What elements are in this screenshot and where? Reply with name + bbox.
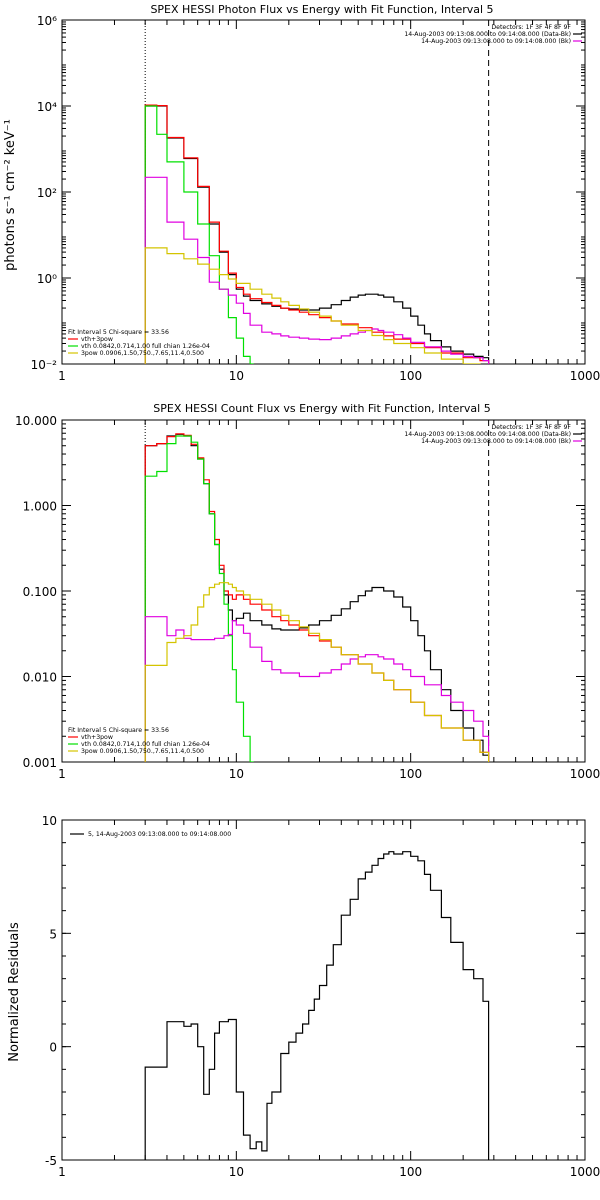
photon-ytick-label: 10⁻² xyxy=(31,358,58,372)
photon-ytick-label: 10⁴ xyxy=(37,100,57,114)
count-series-magenta xyxy=(144,616,490,762)
count-ytick-label: 0.100 xyxy=(23,585,57,599)
photon-xtick-label: 10 xyxy=(229,369,244,383)
count-series-red xyxy=(144,433,490,762)
photon-series-magenta xyxy=(144,176,490,364)
resid-ytick-label: -5 xyxy=(45,1154,57,1168)
photon-series-black xyxy=(144,105,490,364)
count-series-green xyxy=(144,435,254,762)
residuals-ylabel: Normalized Residuals xyxy=(7,922,22,1062)
photon-header-line: Detectors: 1F 3F 4F 8F 9F xyxy=(491,24,571,31)
count-plot-frame xyxy=(61,419,586,763)
count-ytick-label: 10.000 xyxy=(15,414,57,428)
count-flux-panel: SPEX HESSI Count Flux vs Energy with Fit… xyxy=(15,402,600,781)
count-xtick-label: 1000 xyxy=(570,767,600,781)
photon-legend-label: vth+3pow xyxy=(81,336,113,343)
count-legend-label: vth 0.0842,0.714,1.00 full chian 1.26e-0… xyxy=(81,741,210,748)
resid-ytick-label: 10 xyxy=(42,814,57,828)
count-xtick-label: 10 xyxy=(229,767,244,781)
photon-header-line: 14-Aug-2003 09:13:08.000 to 09:14:08.000… xyxy=(421,38,571,45)
photon-legend-label: vth 0.0842,0.714,1.00 full chian 1.26e-0… xyxy=(81,343,210,350)
resid-xtick-label: 1 xyxy=(58,1165,66,1179)
count-legend-title: Fit Interval 5 Chi-square = 33.56 xyxy=(68,727,169,734)
photon-xtick-label: 1000 xyxy=(570,369,600,383)
photon-ylabel: photons s⁻¹ cm⁻² keV⁻¹ xyxy=(3,119,18,271)
resid-xtick-label: 100 xyxy=(399,1165,422,1179)
count-ytick-label: 0.001 xyxy=(23,756,57,770)
photon-flux-panel: SPEX HESSI Photon Flux vs Energy with Fi… xyxy=(3,3,600,383)
resid-series-black xyxy=(144,851,490,1160)
count-xtick-label: 1 xyxy=(58,767,66,781)
resid-xtick-label: 1000 xyxy=(570,1165,600,1179)
count-header-line: Detectors: 1F 3F 4F 8F 9F xyxy=(491,424,571,431)
count-ytick-label: 0.010 xyxy=(23,671,57,685)
resid-plot-frame xyxy=(61,819,586,1161)
photon-series-yellow xyxy=(144,247,481,364)
photon-chart-title: SPEX HESSI Photon Flux vs Energy with Fi… xyxy=(150,3,493,16)
photon-legend-label: 3pow 0.0906,1.50,750.,7.65,11.4,0.500 xyxy=(81,350,204,357)
resid-ytick-label: 0 xyxy=(49,1041,57,1055)
residuals-panel: Normalized Residuals 1 10 100 1000 -5 0 5 10 5, … xyxy=(7,814,600,1179)
count-header-line: 14-Aug-2003 09:13:08.000 to 09:14:08.000… xyxy=(404,431,571,438)
photon-ytick-label: 10⁶ xyxy=(37,14,57,28)
photon-series-red xyxy=(144,104,490,364)
photon-plot-frame xyxy=(61,19,586,365)
count-ytick-label: 1.000 xyxy=(23,500,57,514)
count-series-yellow xyxy=(144,582,490,762)
resid-ytick-label: 5 xyxy=(49,927,57,941)
resid-legend-label: 5, 14-Aug-2003 09:13:08.000 to 09:14:08.… xyxy=(88,831,231,838)
count-legend-label: vth+3pow xyxy=(81,734,113,741)
photon-legend-title: Fit Interval 5 Chi-square = 33.56 xyxy=(68,329,169,336)
count-header-line: 14-Aug-2003 09:13:08.000 to 09:14:08.000… xyxy=(421,438,571,445)
count-series-black xyxy=(144,433,490,762)
photon-header-line: 14-Aug-2003 09:13:08.000 to 09:14:08.000… xyxy=(404,31,571,38)
count-xtick-label: 100 xyxy=(399,767,422,781)
photon-series-green xyxy=(144,105,254,364)
count-legend-label: 3pow 0.0906,1.50,750.,7.65,11.4,0.500 xyxy=(81,748,204,755)
count-chart-title: SPEX HESSI Count Flux vs Energy with Fit… xyxy=(153,402,490,415)
photon-xtick-label: 1 xyxy=(58,369,66,383)
photon-xtick-label: 100 xyxy=(399,369,422,383)
resid-xtick-label: 10 xyxy=(229,1165,244,1179)
photon-ytick-label: 10² xyxy=(37,186,57,200)
photon-ytick-label: 10⁰ xyxy=(37,272,57,286)
